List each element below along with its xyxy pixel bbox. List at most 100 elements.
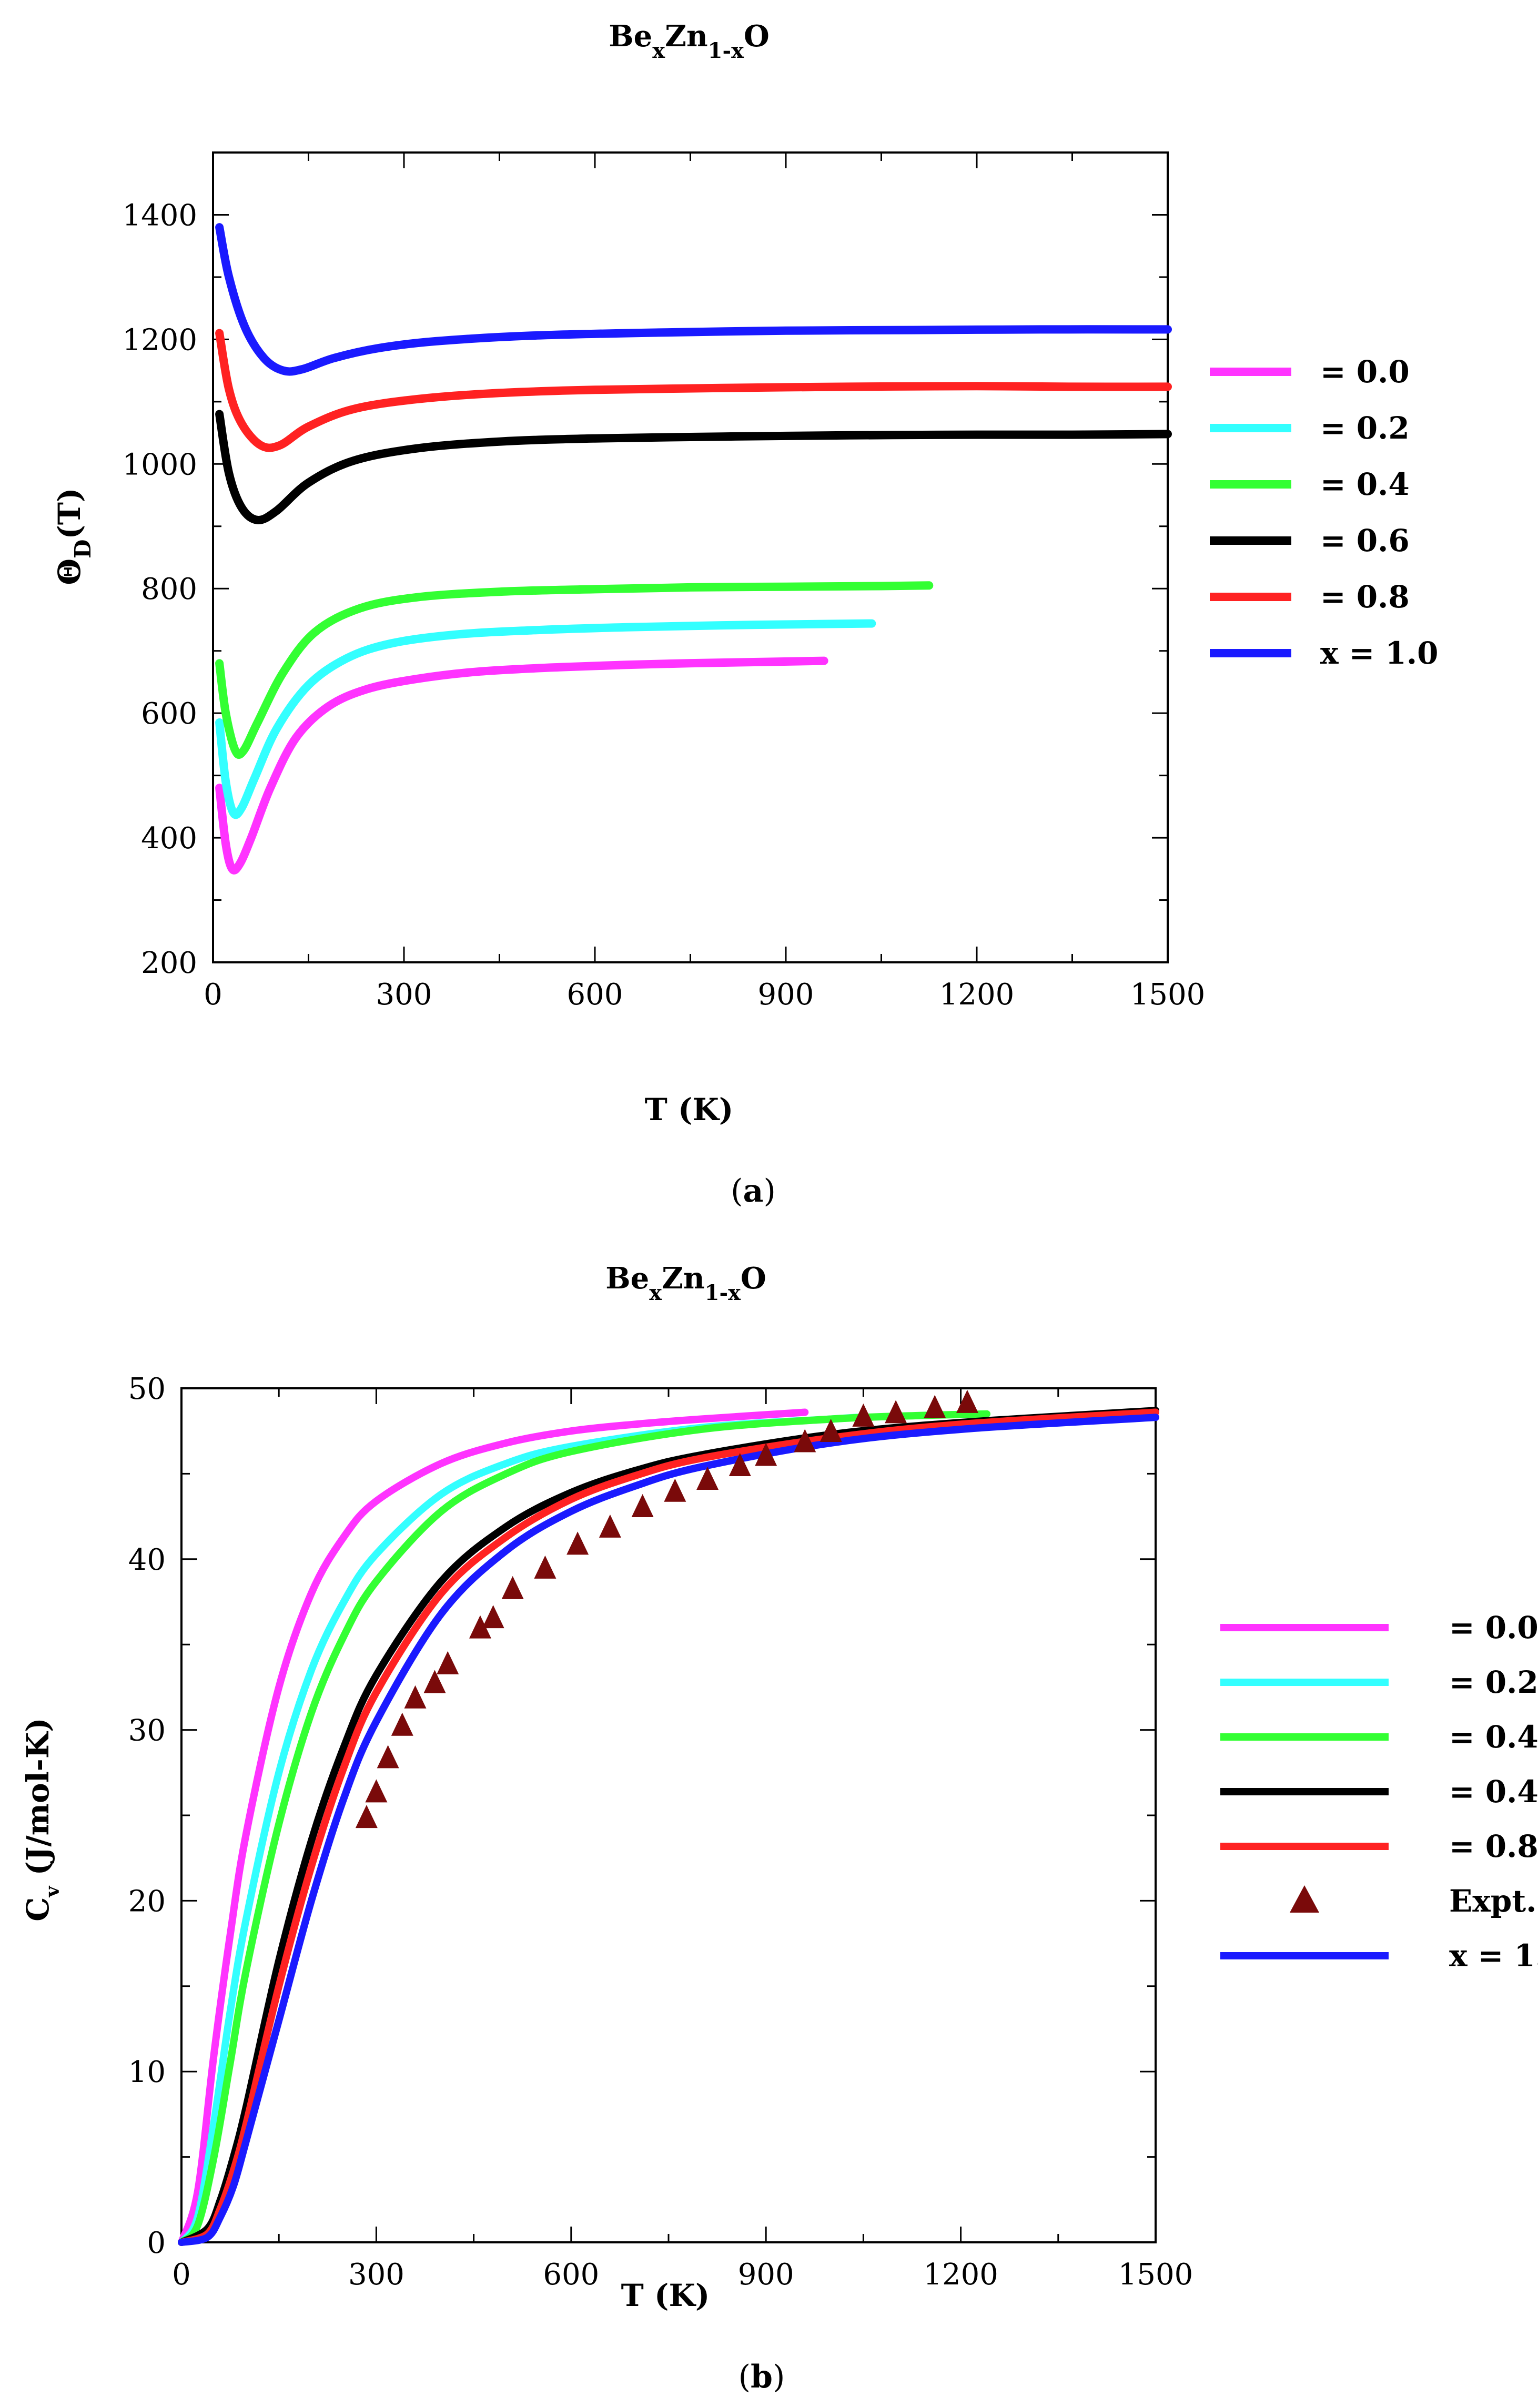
panel-b-y-axis-label: Cv (J/mol-K): [20, 1718, 64, 1921]
expt-point: [355, 1805, 378, 1828]
panel-a-y-tick-labels: 200 400 600 800 1000 1200 1400: [122, 198, 197, 980]
panel-a-y-axis-label: ΘD(T): [52, 488, 96, 585]
expt-point: [924, 1395, 946, 1418]
expt-point: [469, 1615, 491, 1639]
expt-point: [404, 1685, 427, 1709]
expt-point: [956, 1389, 978, 1413]
series-line-5: [178, 1414, 1159, 2246]
panel-a-series: [215, 223, 1172, 875]
panel-b-ticks: [180, 1387, 1157, 2243]
expt-point: [423, 1670, 446, 1693]
expt-point: [501, 1576, 524, 1599]
legend-label: Expt.: [1449, 1883, 1536, 1919]
panel-b-series: [178, 1407, 1159, 2246]
panel-b-caption: (b): [738, 2359, 785, 2395]
panel-a-title-zn: Zn: [665, 19, 708, 54]
expt-point: [482, 1605, 504, 1629]
series-line-4: [215, 329, 1172, 452]
panel-a-title: BexZn1-xO: [609, 19, 769, 63]
panel-a-ticks: [212, 153, 1169, 963]
y-tick-label: 30: [128, 1714, 166, 1748]
expt-point: [794, 1429, 816, 1452]
legend-label: = 0.2: [1320, 410, 1410, 446]
x-tick-label: 1200: [923, 2258, 998, 2292]
legend-label: = 0.4: [1449, 1774, 1538, 1810]
x-tick-label: 900: [758, 978, 814, 1012]
legend-label: = 0.8: [1449, 1828, 1538, 1864]
legend-expt-marker: [1290, 1885, 1319, 1913]
expt-point: [664, 1478, 686, 1502]
y-tick-label: 0: [147, 2226, 166, 2260]
series-line-4: [178, 1408, 1159, 2246]
panel-b-experimental-points: [355, 1389, 978, 1828]
panel-a-x-axis-label: T (K): [645, 1092, 734, 1127]
expt-point: [852, 1403, 875, 1427]
panel-a-legend: = 0.0 = 0.2 = 0.4 = 0.6 = 0.8 x = 1.0: [1210, 354, 1438, 671]
legend-label: = 0.6: [1320, 523, 1410, 558]
panel-b-x-tick-labels: 0 300 600 900 1200 1500: [172, 2258, 1193, 2292]
legend-label: = 0.8: [1320, 579, 1410, 615]
panel-b-y-label-c: C: [20, 1897, 56, 1922]
x-tick-label: 300: [348, 2258, 404, 2292]
panel-a-y-label-rest: (T): [52, 488, 87, 540]
panel-a-title-sub-1x: 1-x: [708, 38, 744, 63]
x-tick-label: 0: [204, 978, 222, 1012]
panel-b-title: BexZn1-xO: [605, 1261, 766, 1305]
series-line-3: [215, 410, 1172, 524]
panel-a-plot-frame: [212, 151, 1169, 963]
expt-point: [755, 1442, 777, 1466]
panel-b-chart: BexZn1-xO 0 300 600 900 1200 1500 0 10 20 30 40 50…: [20, 1261, 1538, 2395]
panel-a-title-o: O: [744, 19, 770, 54]
panel-a-title-be: Be: [609, 19, 652, 54]
x-tick-label: 1200: [939, 978, 1015, 1012]
expt-point: [631, 1493, 654, 1517]
y-tick-label: 1000: [122, 448, 197, 482]
legend-label: = 0.4: [1320, 466, 1410, 502]
panel-a-title-sub-x: x: [652, 38, 665, 63]
series-line-2: [215, 581, 934, 759]
y-tick-label: 40: [128, 1543, 166, 1577]
x-tick-label: 1500: [1130, 978, 1206, 1012]
expt-point: [566, 1531, 589, 1555]
x-tick-label: 300: [376, 978, 432, 1012]
x-tick-label: 0: [172, 2258, 191, 2292]
x-tick-label: 900: [738, 2258, 794, 2292]
panel-a-chart: BexZn1-xO 0 300 600 900 1200 1500 200 400 600 80…: [52, 19, 1438, 1210]
panel-a-y-label-theta: Θ: [52, 558, 87, 585]
panel-b-title-sub-1x: 1-x: [705, 1281, 741, 1305]
panel-b-y-label-sub-v: v: [42, 1886, 64, 1898]
panel-a-x-tick-labels: 0 300 600 900 1200 1500: [204, 978, 1205, 1012]
series-line-0: [178, 1408, 809, 2246]
y-tick-label: 600: [141, 697, 197, 731]
panel-b-title-be: Be: [605, 1261, 649, 1296]
expt-point: [377, 1745, 399, 1769]
series-line-2: [178, 1410, 990, 2246]
panel-b-title-o: O: [741, 1261, 766, 1296]
expt-point: [885, 1400, 907, 1424]
y-tick-label: 200: [141, 946, 197, 980]
panel-b-legend: = 0.0 = 0.2 = 0.4 = 0.4 = 0.8 Expt. x = 1.0: [1220, 1610, 1538, 1974]
expt-point: [599, 1514, 621, 1538]
expt-point: [391, 1712, 413, 1736]
legend-label: x = 1.0: [1449, 1938, 1538, 1974]
panel-b-caption-letter: b: [751, 2359, 773, 2395]
y-tick-label: 400: [141, 821, 197, 856]
x-tick-label: 600: [567, 978, 623, 1012]
series-line-1: [215, 619, 876, 819]
panel-a-y-label-sub-d: D: [70, 540, 96, 558]
expt-point: [365, 1779, 388, 1803]
legend-label: = 0.2: [1449, 1664, 1538, 1700]
y-tick-label: 50: [128, 1372, 166, 1406]
x-tick-label: 600: [543, 2258, 599, 2292]
expt-point: [728, 1453, 751, 1477]
expt-point: [437, 1651, 459, 1674]
y-tick-label: 20: [128, 1884, 166, 1918]
y-tick-label: 10: [128, 2055, 166, 2089]
expt-point: [696, 1466, 719, 1490]
legend-label: x = 1.0: [1320, 635, 1438, 671]
y-tick-label: 1400: [122, 198, 197, 232]
y-tick-label: 800: [141, 572, 197, 606]
panel-b-title-sub-x: x: [649, 1281, 662, 1305]
expt-point: [534, 1555, 556, 1579]
